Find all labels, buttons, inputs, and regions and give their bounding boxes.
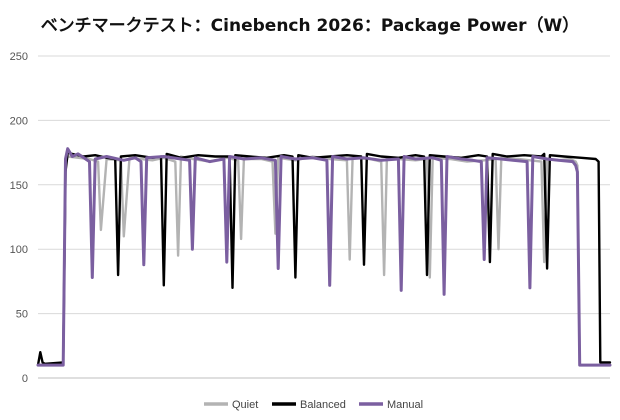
y-tick-label-100: 100 bbox=[10, 244, 28, 256]
grid bbox=[38, 55, 610, 379]
legend: Quiet Balanced Manual bbox=[204, 399, 423, 411]
y-tick-label-0: 0 bbox=[22, 373, 28, 385]
plot-area bbox=[36, 147, 612, 367]
legend-item-manual: Manual bbox=[359, 399, 423, 411]
legend-label-manual: Manual bbox=[387, 399, 423, 411]
legend-label-quiet: Quiet bbox=[232, 399, 258, 411]
chart-title: ベンチマークテスト：Cinebench 2026：Package Power（W… bbox=[41, 15, 580, 36]
y-tick-label-250: 250 bbox=[10, 51, 28, 63]
y-axis: 0 50 100 150 200 250 bbox=[10, 51, 28, 385]
y-tick-label-50: 50 bbox=[16, 309, 28, 321]
y-tick-label-150: 150 bbox=[10, 180, 28, 192]
legend-item-balanced: Balanced bbox=[272, 399, 346, 411]
series-line-manual bbox=[36, 147, 612, 367]
legend-item-quiet: Quiet bbox=[204, 399, 258, 411]
legend-label-balanced: Balanced bbox=[300, 399, 346, 411]
series-line-quiet bbox=[36, 155, 612, 367]
y-tick-label-200: 200 bbox=[10, 115, 28, 127]
